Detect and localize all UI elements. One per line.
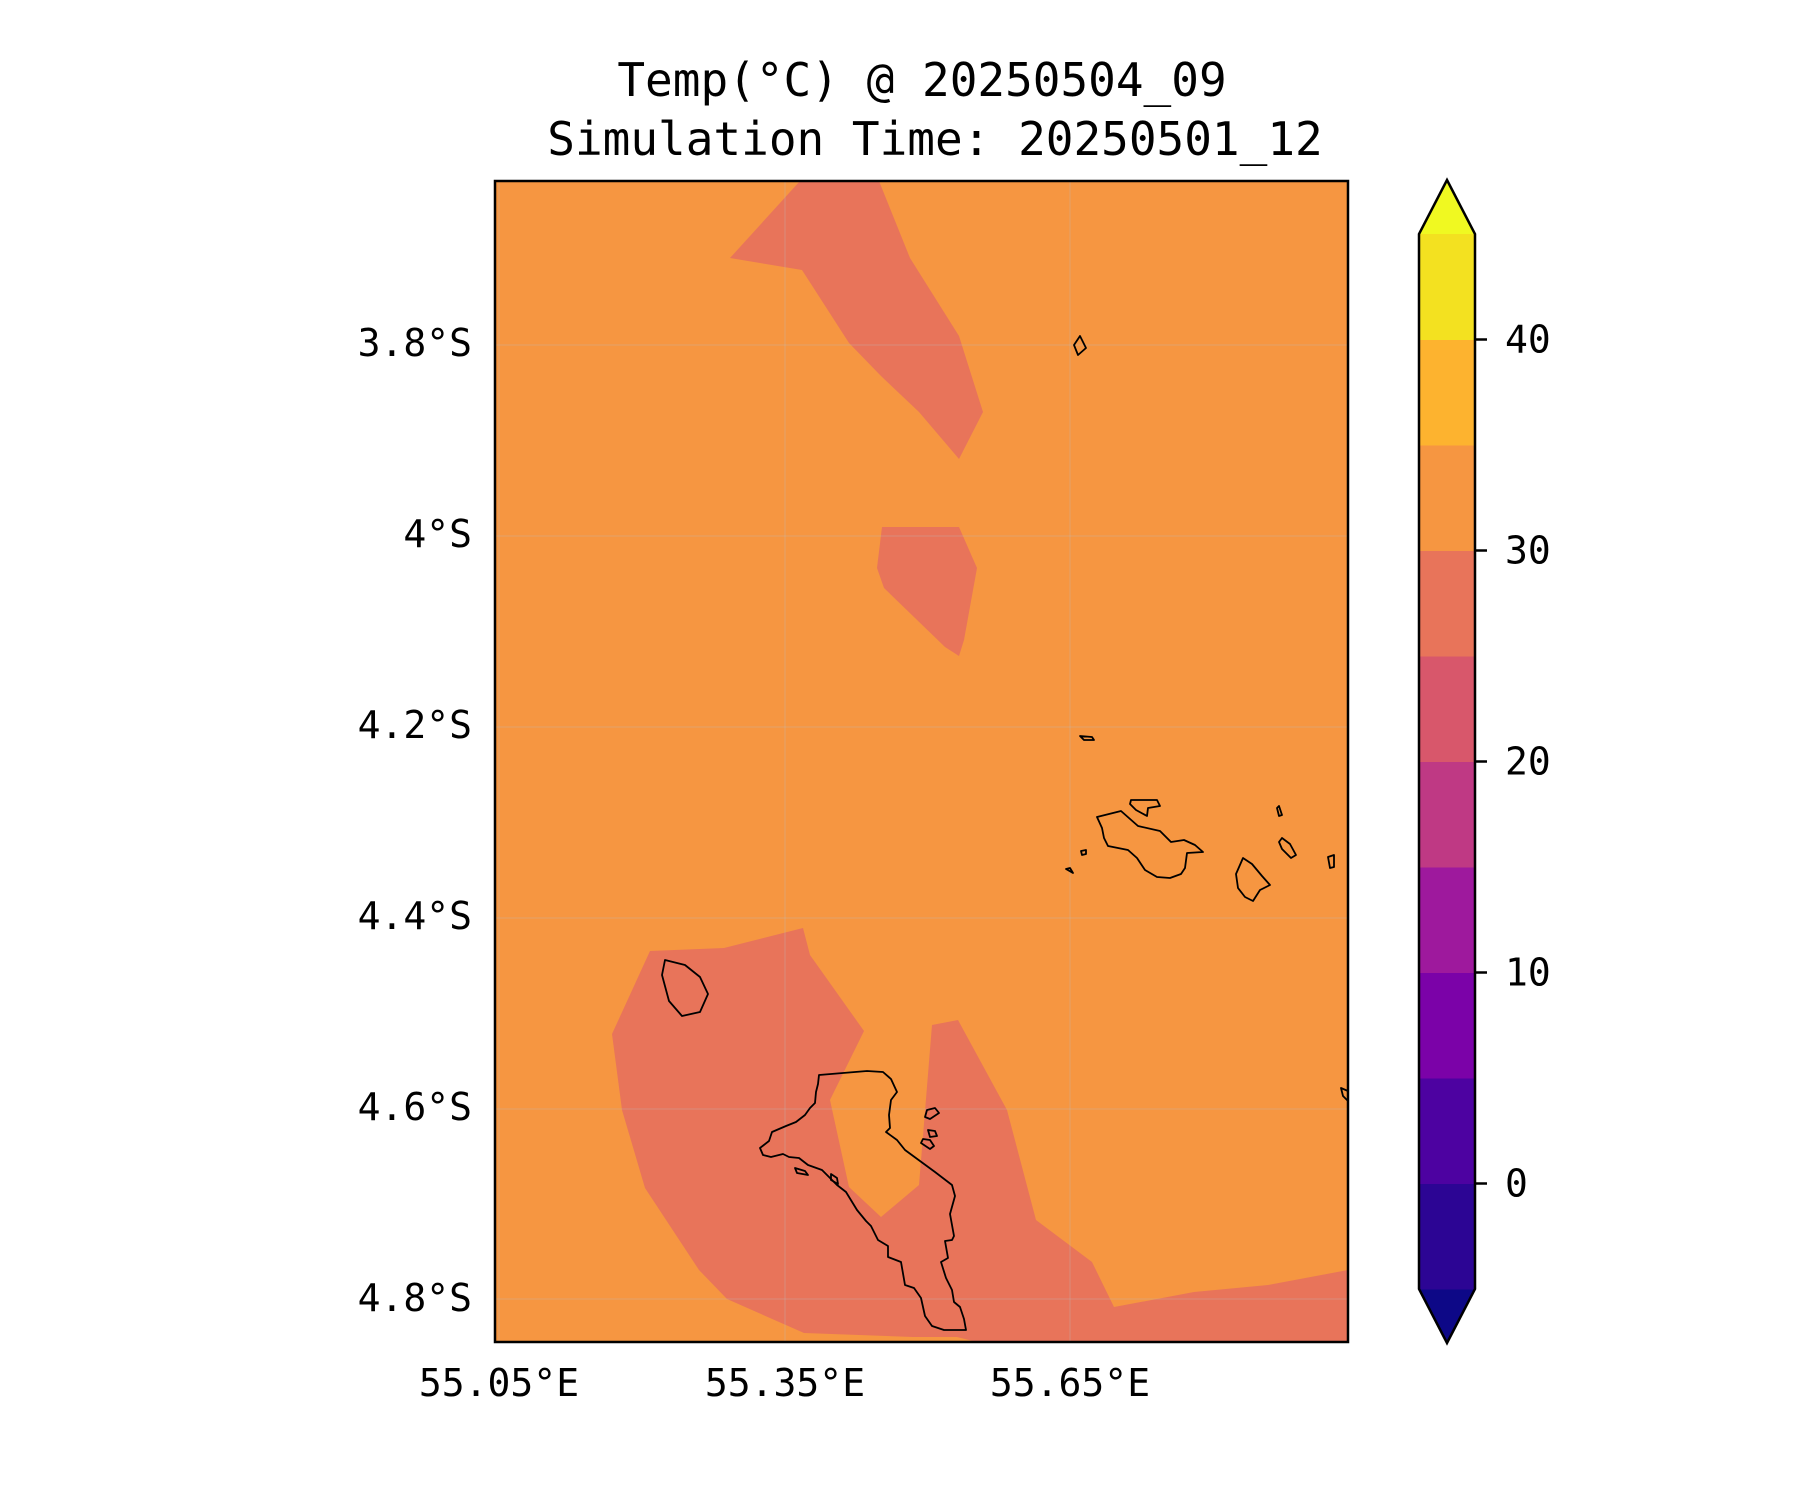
y-tick-label: 4.4°S: [358, 894, 472, 938]
coastline-small-islet-1: [1080, 849, 1087, 856]
coastline-east-islet-2: [1327, 854, 1335, 869]
coastline-mahe-island: [759, 1070, 967, 1331]
coastline-east-islet-3: [1276, 805, 1283, 817]
colorbar-band: [1419, 445, 1475, 551]
colorbar-tick-label: 10: [1505, 951, 1551, 995]
colorbar-band: [1419, 656, 1475, 762]
coastline-praslin-north-islet: [1129, 799, 1161, 817]
y-tick-label: 4.2°S: [358, 703, 472, 747]
colorbar-band: [1419, 972, 1475, 1079]
y-tick-label: 4°S: [403, 512, 472, 556]
coastline-silhouette-island: [661, 959, 709, 1017]
colorbar-band: [1419, 761, 1475, 868]
contour-region-central: [877, 527, 977, 656]
colorbar-band: [1419, 550, 1475, 657]
colorbar-band: [1419, 339, 1475, 446]
coastline-la-digue-island: [1235, 857, 1271, 902]
colorbar-tick-label: 40: [1505, 318, 1551, 362]
colorbar-outline: [1417, 177, 1477, 1346]
coastline-islet-e: [794, 1167, 809, 1176]
x-axis: 55.05°E 55.35°E 55.65°E: [419, 1361, 1150, 1405]
coastline-east-edge-islet: [1340, 1087, 1348, 1102]
temperature-contours: [612, 181, 1348, 1342]
colorbar-over-extension: [1419, 180, 1475, 234]
coastline-praslin-island: [1096, 810, 1204, 879]
coastline-small-islet-2: [1065, 867, 1074, 874]
colorbar-ticks: 0 10 20 30 40: [1475, 318, 1551, 1206]
coastline-central-islet: [1079, 735, 1095, 741]
contour-region-south: [612, 928, 1348, 1342]
colorbar-tick-label: 30: [1505, 529, 1551, 573]
x-tick-label: 55.65°E: [990, 1361, 1150, 1405]
y-tick-label: 4.8°S: [358, 1276, 472, 1320]
title-line-2: Simulation Time: 20250501_12: [547, 112, 1322, 166]
x-tick-label: 55.35°E: [705, 1361, 865, 1405]
map-panel: [493, 179, 1350, 1344]
coastline-islet-a: [924, 1107, 940, 1120]
y-axis: 3.8°S 4°S 4.2°S 4.4°S 4.6°S 4.8°S: [358, 321, 472, 1320]
y-tick-label: 4.6°S: [358, 1085, 472, 1129]
colorbar: 0 10 20 30 40: [1417, 177, 1551, 1346]
coastline-islet-c: [927, 1129, 938, 1138]
colorbar-tick-label: 20: [1505, 740, 1551, 784]
contour-region-north: [730, 181, 983, 459]
y-tick-label: 3.8°S: [358, 321, 472, 365]
x-tick-label: 55.05°E: [419, 1361, 579, 1405]
colorbar-band: [1419, 1183, 1475, 1290]
colorbar-bands: [1419, 234, 1475, 1290]
title-line-1: Temp(°C) @ 20250504_09: [617, 53, 1226, 107]
colorbar-band: [1419, 234, 1475, 340]
coastlines: [661, 335, 1348, 1331]
colorbar-tick-label: 0: [1505, 1162, 1528, 1206]
colorbar-under-extension: [1419, 1289, 1475, 1343]
colorbar-band: [1419, 867, 1475, 973]
coastline-north-islet: [1073, 335, 1087, 356]
map-frame: [493, 179, 1350, 1344]
coastline-islet-b: [920, 1138, 935, 1150]
coastline-east-islet-1: [1278, 837, 1297, 859]
map-gridlines: [495, 181, 1348, 1342]
coastline-islet-d: [830, 1173, 839, 1185]
colorbar-band: [1419, 1078, 1475, 1184]
